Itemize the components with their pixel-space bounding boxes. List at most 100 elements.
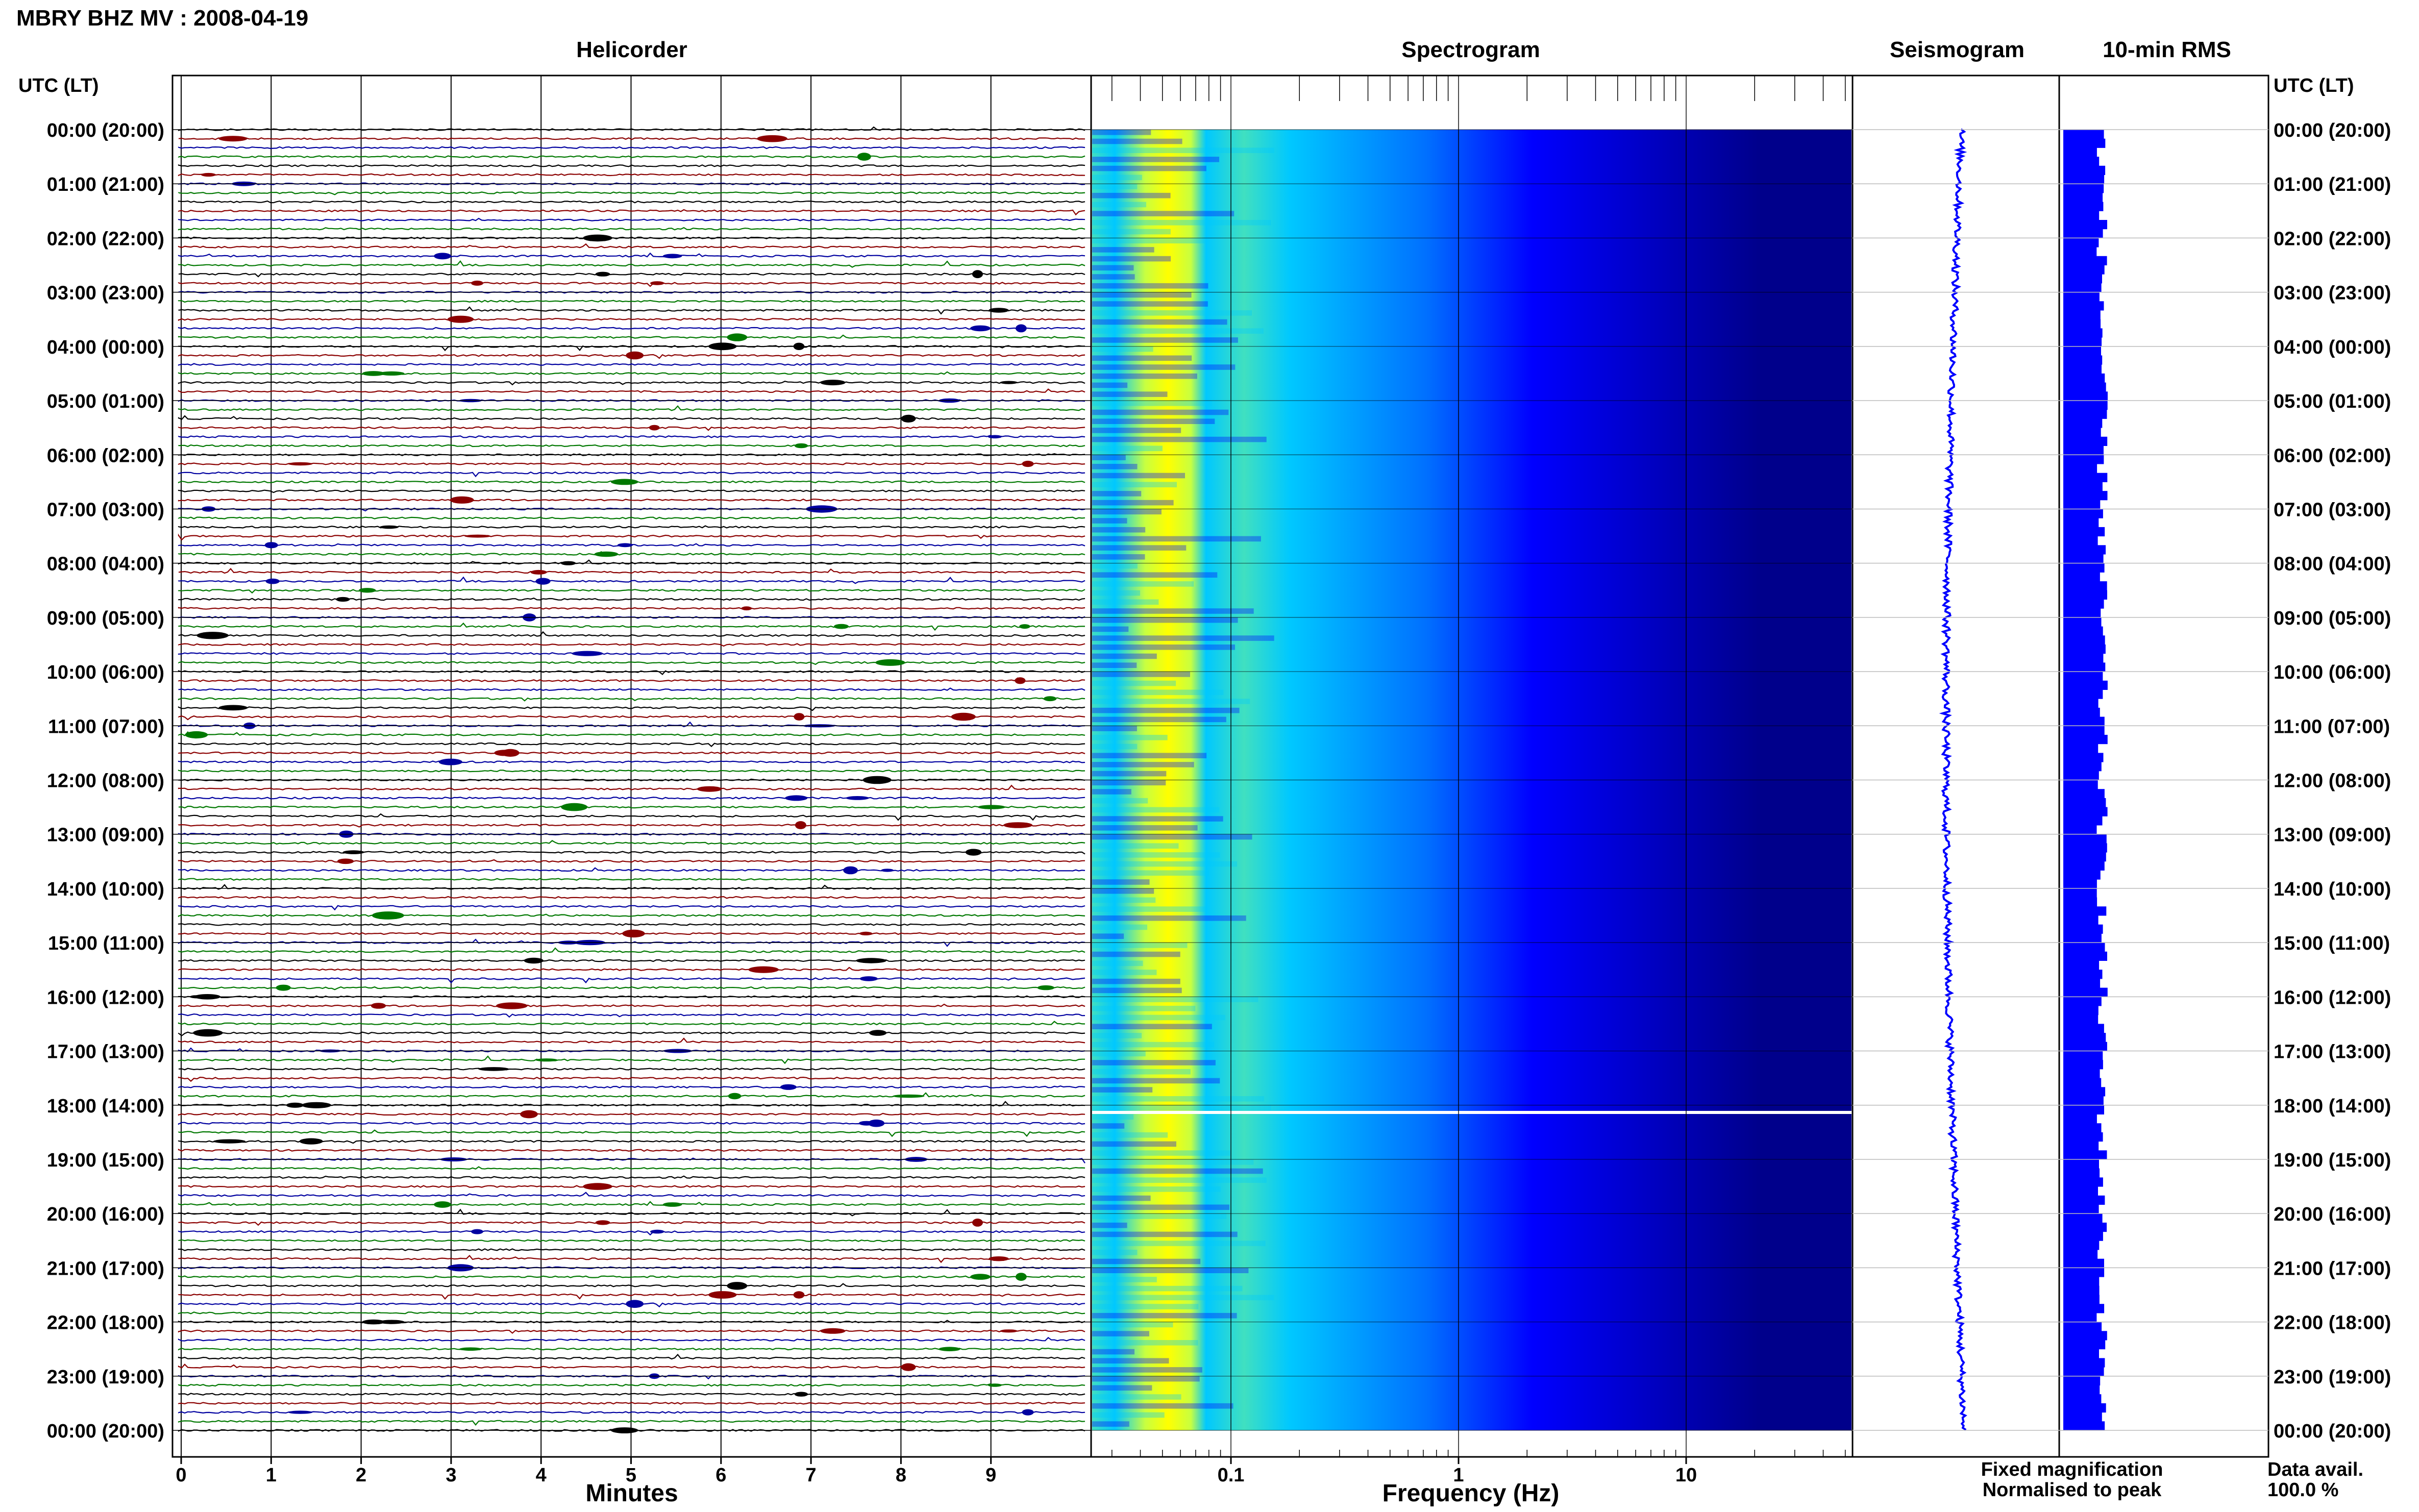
helicorder-trace [178, 1085, 1085, 1089]
helicorder-event [594, 551, 619, 557]
helicorder-event [649, 425, 660, 431]
spectrogram-texture [1092, 301, 1208, 307]
rms-bar [2063, 147, 2097, 157]
rms-bar [2063, 1186, 2098, 1196]
helicorder-trace [178, 243, 1085, 249]
rms-bar [2063, 157, 2100, 166]
spectrogram-texture [1092, 662, 1137, 668]
spectrogram-texture [1092, 572, 1218, 578]
rms-bar [2063, 491, 2108, 501]
spectrogram-texture [1092, 1069, 1191, 1075]
rms-bar [2063, 816, 2103, 826]
time-label-left: 17:00 (13:00) [47, 1042, 164, 1063]
helicorder-trace [178, 631, 1085, 637]
rms-bar [2063, 192, 2103, 203]
rms-bar [2063, 906, 2107, 916]
minute-tick-label: 4 [536, 1465, 547, 1486]
helicorder-event [371, 1003, 386, 1009]
spectrogram-texture [1092, 716, 1226, 723]
helicorder-event [185, 731, 208, 739]
time-label-left: 08:00 (04:00) [47, 554, 164, 575]
rms-bar [2063, 1132, 2103, 1142]
spectrogram-texture [1092, 1322, 1173, 1328]
rms-bar [2063, 527, 2105, 537]
spectrogram-texture [1092, 653, 1157, 659]
helicorder-event [1000, 381, 1018, 384]
rms-bar [2063, 1385, 2100, 1395]
helicorder-event [820, 380, 846, 386]
rms-bar [2063, 1222, 2107, 1232]
spectrogram-texture [1092, 1376, 1200, 1382]
spectrogram-texture [1092, 834, 1252, 840]
helicorder-event [265, 578, 280, 584]
time-label-right: 05:00 (01:00) [2274, 391, 2391, 412]
spectrogram-texture [1092, 147, 1274, 153]
helicorder-event [218, 136, 248, 142]
helicorder-trace [178, 1393, 1085, 1396]
helicorder-trace [178, 1021, 1085, 1026]
helicorder-trace [178, 1192, 1085, 1197]
time-label-right: 06:00 (02:00) [2274, 445, 2391, 466]
rms-bar [2063, 1241, 2100, 1250]
helicorder-event [362, 371, 385, 376]
spectrogram-texture [1092, 157, 1219, 162]
rms-bar [2063, 238, 2099, 247]
spectrogram-texture [1092, 1105, 1271, 1111]
left-axis-header: UTC (LT) [18, 75, 99, 96]
helicorder-event [288, 1410, 313, 1414]
helicorder-event [728, 1093, 742, 1100]
time-label-left: 10:00 (06:00) [47, 662, 164, 683]
rms-bar [2063, 1096, 2104, 1106]
rms-panel [2058, 75, 2269, 1458]
spectrogram-texture [1092, 220, 1271, 226]
rms-bar [2063, 184, 2104, 193]
helicorder-trace [178, 731, 1085, 736]
spectrogram-texture [1092, 798, 1148, 804]
spectrogram-texture [1092, 1277, 1157, 1282]
helicorder-title: Helicorder [576, 37, 687, 62]
spectrogram-texture [1092, 1394, 1181, 1400]
time-label-left: 21:00 (17:00) [47, 1258, 164, 1279]
helicorder-event [288, 462, 313, 466]
helicorder-trace [178, 913, 1085, 918]
rms-bar [2063, 1421, 2105, 1431]
spectrogram-texture [1092, 554, 1145, 560]
rms-bar [2063, 1394, 2102, 1404]
rms-bar [2063, 391, 2108, 401]
helicorder-trace [178, 1037, 1085, 1044]
rms-bar [2063, 1268, 2105, 1277]
helicorder-trace [178, 567, 1085, 574]
seismogram-title: Seismogram [1890, 37, 2025, 62]
helicorder-event [213, 1139, 245, 1144]
spectrogram-texture [1092, 1285, 1243, 1292]
rms-bar [2063, 536, 2098, 546]
helicorder-event [434, 253, 452, 260]
spectrogram-texture [1092, 464, 1138, 469]
time-label-left: 00:00 (20:00) [47, 120, 164, 141]
spectrogram-texture [1092, 409, 1229, 415]
rms-bar [2063, 762, 2102, 772]
spectrogram-texture [1092, 364, 1236, 370]
helicorder-event [859, 931, 873, 935]
helicorder-event [535, 1058, 558, 1062]
helicorder-trace [178, 1311, 1085, 1315]
helicorder-trace [178, 824, 1085, 828]
helicorder-trace [178, 415, 1085, 420]
spectrogram-texture [1092, 771, 1167, 777]
helicorder-event [785, 795, 808, 801]
helicorder-trace [178, 705, 1085, 711]
helicorder-event [1043, 696, 1057, 702]
time-label-left: 03:00 (23:00) [47, 283, 164, 304]
rms-bar [2063, 401, 2108, 410]
helicorder-event [626, 1300, 644, 1308]
spectrogram-texture [1092, 491, 1142, 497]
helicorder-trace [178, 371, 1085, 375]
helicorder-event [372, 911, 404, 920]
rms-bar [2063, 1177, 2103, 1187]
rms-bar [2063, 735, 2108, 745]
helicorder-event [869, 1030, 887, 1036]
helicorder-trace [178, 306, 1085, 315]
rms-bar [2063, 970, 2103, 979]
spectrogram-texture [1092, 1268, 1249, 1273]
helicorder-trace [178, 1275, 1085, 1278]
